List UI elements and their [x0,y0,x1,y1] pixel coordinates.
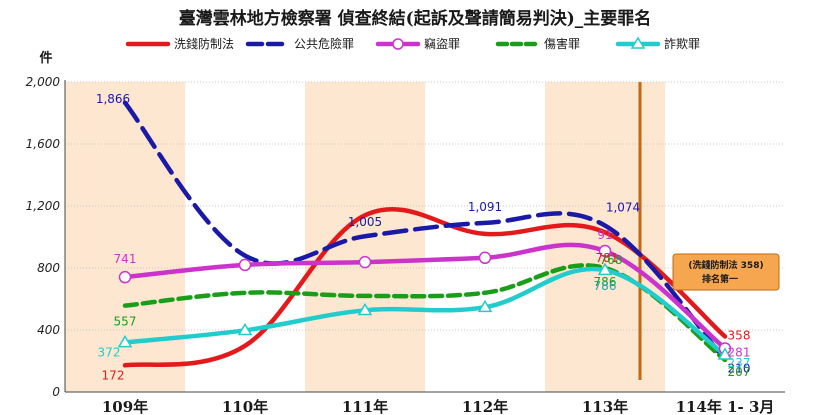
data-label: 1,005 [348,215,382,229]
legend-label: 詐欺罪 [664,36,700,51]
x-tick-label: 112年 [462,398,508,415]
data-label: 358 [728,329,751,343]
y-axis-unit: 件 [39,50,52,66]
data-label: 781 [596,251,619,265]
legend-label: 洗錢防制法 [174,36,234,51]
x-tick-label: 109年 [102,398,148,415]
y-tick-label: 2,000 [26,75,61,89]
chart-title: 臺灣雲林地方檢察署 偵查終結(起訴及聲請簡易判決)_主要罪名 [179,8,652,29]
annotation-box: (洗錢防制法 358) 排名第一 [672,253,780,291]
data-label: 207 [728,365,751,379]
y-tick-label: 1,600 [26,137,61,151]
data-label: 281 [728,345,751,359]
y-tick-label: 800 [37,261,60,275]
annotation-line-1: (洗錢防制法 358) [688,259,763,271]
series-markers [117,244,733,360]
x-tick-label: 114年 1- 3月 [676,398,775,415]
x-tick-label: 111年 [342,398,388,415]
x-tick-labels: 109年 110年 111年 112年 113年 114年 1- 3月 [102,398,775,415]
series-point [477,299,493,313]
data-label: 1,074 [606,201,640,215]
series-point [598,244,612,258]
y-tick-labels: 0 400 800 1,200 1,600 2,000 [26,75,61,399]
data-label: 1,866 [96,92,130,106]
data-label: 237 [728,356,751,370]
series-point [118,270,132,284]
data-label: 741 [114,252,137,266]
data-label: 557 [114,315,137,329]
series-line [122,242,728,351]
data-label: 1,091 [468,200,502,214]
series-point [357,302,373,316]
data-label: 91 [597,228,612,242]
series-point [597,262,613,276]
data-label: 372 [98,345,121,359]
legend: 洗錢防制法 公共危險罪 竊盜罪 傷害罪 詐欺罪 [125,36,700,51]
y-tick-label: 400 [37,323,60,337]
data-label: 786 [594,279,617,293]
legend-marker [630,36,646,49]
data-label: 210 [728,361,751,375]
y-tick-label: 1,200 [26,199,61,213]
series-point [117,334,133,348]
legend-marker [392,38,404,50]
series-point [717,347,733,360]
legend-label: 公共危險罪 [294,36,354,51]
annotation-background [672,253,780,291]
series-point [478,251,492,265]
series-point [238,258,252,272]
y-tick-label: 0 [52,385,60,399]
axes [64,80,785,393]
series-line [122,100,728,362]
legend-label: 傷害罪 [544,36,580,51]
series-point [237,322,253,336]
data-label: 786 [594,275,617,289]
category-band [545,82,665,392]
x-tick-label: 113年 [582,398,628,415]
series-line [122,207,728,368]
data-labels: 172 358 1,866 1,005 1,091 1,074 210 741 91 281 557… [96,92,751,383]
x-tick-label: 110年 [222,398,268,415]
data-label: 172 [102,368,125,382]
annotation-line-2: 排名第一 [702,273,738,285]
data-label: 768 [600,253,623,267]
legend-label: 竊盜罪 [424,36,460,51]
series-point [358,255,372,269]
